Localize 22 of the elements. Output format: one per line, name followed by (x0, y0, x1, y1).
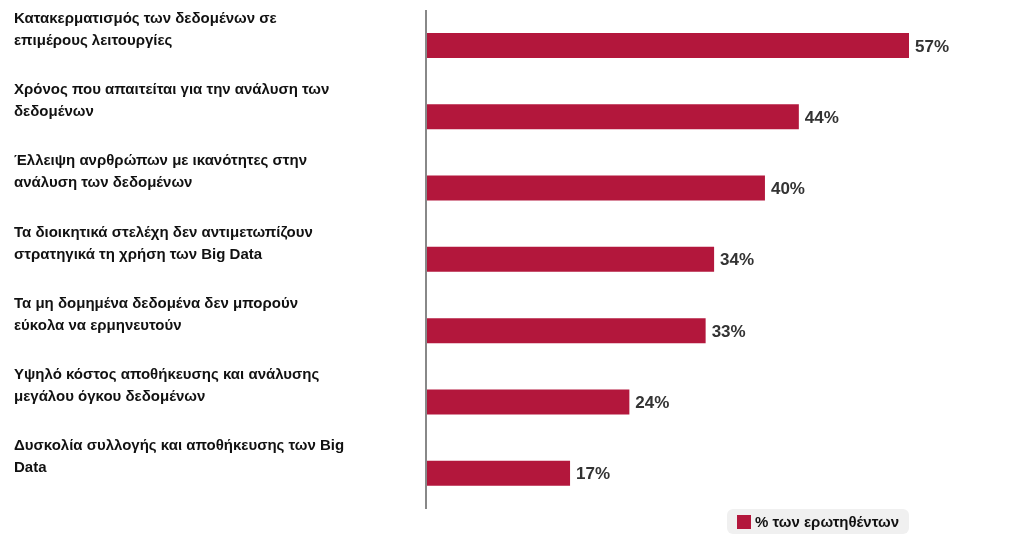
data-label: 40% (770, 179, 805, 199)
y-tick-label: Δυσκολία συλλογής και αποθήκευσης των Big Data (14, 436, 345, 476)
bar (426, 389, 630, 415)
legend-label: % των ερωτηθέντων (754, 513, 899, 530)
data-label: 44% (804, 107, 839, 127)
bar (426, 246, 715, 272)
bar (426, 318, 706, 344)
y-tick-label: Τα μη δομημένα δεδομένα δεν μπορούν εύκολα να ερμηνευτούν (14, 293, 299, 333)
y-tick-label: Υψηλό κόστος αποθήκευσης και ανάλυσης μεγάλου όγκου δεδομένων (14, 365, 320, 405)
data-label: 24% (635, 392, 670, 412)
y-tick-label: Χρόνος που απαιτείται για την ανάλυση των δεδομένων (14, 79, 330, 119)
data-label: 57% (915, 36, 950, 56)
data-label: 34% (720, 250, 755, 270)
bar (426, 104, 799, 130)
data-label: 33% (711, 321, 746, 341)
y-tick-label: Τα διοικητικά στελέχη δεν αντιμετωπίζουν στρατηγικά τη χρήση των Big Data (14, 222, 313, 262)
y-tick-label: Έλλειψη ανρθρώπων με ικανότητες στην ανάλυση των δεδομένων (14, 151, 308, 191)
bar (426, 460, 571, 486)
y-tick-label: Κατακερματισμός των δεδομένων σε επιμέρους λειτουργίες (14, 8, 277, 48)
data-label: 17% (576, 464, 611, 484)
bar (426, 175, 765, 201)
bar (426, 33, 909, 58)
